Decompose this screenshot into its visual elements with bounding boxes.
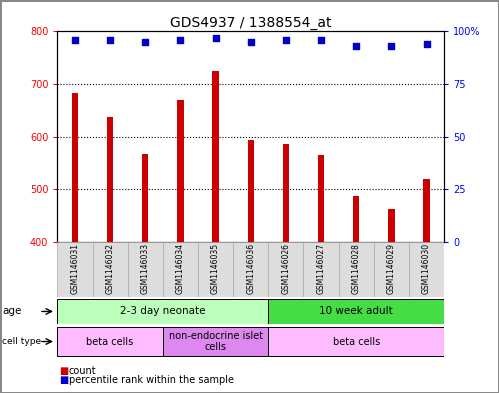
Point (106, 37, 114, 43)
Text: GSM1146029: GSM1146029 (387, 243, 396, 294)
Bar (57, 242, 92, 297)
Bar (268, 299, 444, 324)
Bar (57, 299, 268, 324)
Bar (163, 242, 198, 297)
Bar (423, 179, 430, 242)
Text: beta cells: beta cells (333, 336, 380, 347)
Text: 10 week adult: 10 week adult (319, 307, 393, 316)
Bar (142, 154, 148, 242)
Text: GSM1146033: GSM1146033 (141, 243, 150, 294)
Bar (353, 196, 359, 242)
Point (423, 41, 431, 47)
Bar (233, 242, 268, 297)
Point (212, 35, 220, 41)
Text: ■: ■ (59, 365, 68, 376)
Bar (318, 155, 324, 242)
Bar (268, 327, 444, 356)
Bar (374, 242, 409, 297)
Text: percentile rank within the sample: percentile rank within the sample (69, 375, 234, 385)
Text: GSM1146031: GSM1146031 (70, 243, 79, 294)
Text: non-endocrine islet
cells: non-endocrine islet cells (169, 331, 262, 352)
Bar (268, 242, 303, 297)
Text: GSM1146027: GSM1146027 (316, 243, 325, 294)
Text: GSM1146035: GSM1146035 (211, 243, 220, 294)
Bar (128, 242, 163, 297)
Text: GSM1146030: GSM1146030 (422, 243, 431, 294)
Title: GDS4937 / 1388554_at: GDS4937 / 1388554_at (170, 17, 331, 30)
Point (282, 37, 290, 43)
Text: GSM1146032: GSM1146032 (106, 243, 115, 294)
Bar (107, 117, 113, 242)
Text: beta cells: beta cells (86, 336, 134, 347)
Text: ■: ■ (59, 375, 68, 385)
Text: GSM1146036: GSM1146036 (246, 243, 255, 294)
Bar (72, 94, 78, 242)
Point (71, 37, 79, 43)
Point (141, 39, 149, 45)
Bar (409, 242, 444, 297)
Bar (198, 242, 233, 297)
Text: age: age (2, 307, 22, 316)
Bar (388, 209, 395, 242)
Bar (213, 71, 219, 242)
Bar (92, 242, 128, 297)
Bar (339, 242, 374, 297)
Text: GSM1146026: GSM1146026 (281, 243, 290, 294)
Bar (57, 327, 163, 356)
Text: GSM1146028: GSM1146028 (352, 243, 361, 294)
Bar (163, 327, 268, 356)
Point (247, 39, 255, 45)
Text: count: count (69, 365, 96, 376)
Text: 2-3 day neonate: 2-3 day neonate (120, 307, 206, 316)
Text: cell type: cell type (2, 337, 41, 346)
Bar (303, 242, 339, 297)
Text: GSM1146034: GSM1146034 (176, 243, 185, 294)
Point (352, 43, 360, 49)
Bar (248, 140, 254, 242)
Bar (177, 100, 184, 242)
Point (387, 43, 395, 49)
Bar (283, 145, 289, 242)
Point (177, 37, 185, 43)
Point (317, 37, 325, 43)
